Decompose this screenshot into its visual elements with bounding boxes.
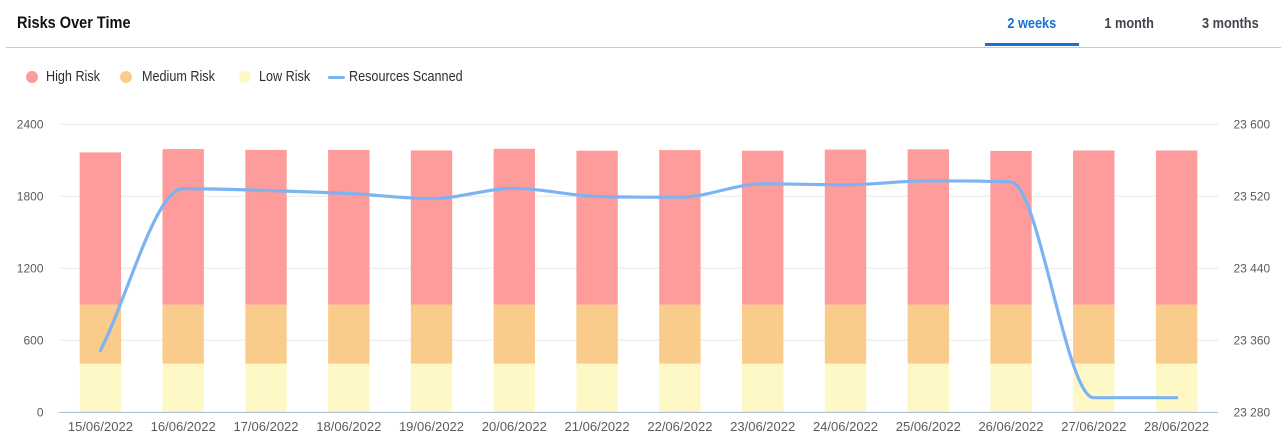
svg-text:27/06/2022: 27/06/2022	[1061, 419, 1126, 434]
svg-text:2400: 2400	[17, 117, 44, 131]
svg-text:1800: 1800	[17, 189, 44, 203]
svg-text:23 280: 23 280	[1234, 406, 1271, 420]
svg-text:23/06/2022: 23/06/2022	[730, 419, 795, 434]
svg-text:23 520: 23 520	[1234, 189, 1271, 203]
svg-text:23 440: 23 440	[1234, 262, 1271, 276]
svg-text:28/06/2022: 28/06/2022	[1144, 419, 1209, 434]
svg-text:18/06/2022: 18/06/2022	[316, 419, 381, 434]
svg-text:0: 0	[37, 406, 44, 420]
svg-text:22/06/2022: 22/06/2022	[647, 419, 712, 434]
svg-text:20/06/2022: 20/06/2022	[482, 419, 547, 434]
svg-text:23 360: 23 360	[1234, 334, 1271, 348]
svg-text:23 600: 23 600	[1234, 117, 1271, 131]
svg-text:17/06/2022: 17/06/2022	[233, 419, 298, 434]
svg-text:15/06/2022: 15/06/2022	[68, 419, 133, 434]
svg-text:16/06/2022: 16/06/2022	[151, 419, 216, 434]
svg-text:1200: 1200	[17, 262, 44, 276]
svg-text:600: 600	[23, 334, 43, 348]
svg-text:21/06/2022: 21/06/2022	[565, 419, 630, 434]
svg-text:25/06/2022: 25/06/2022	[896, 419, 961, 434]
svg-text:19/06/2022: 19/06/2022	[399, 419, 464, 434]
svg-text:26/06/2022: 26/06/2022	[978, 419, 1043, 434]
svg-text:24/06/2022: 24/06/2022	[813, 419, 878, 434]
